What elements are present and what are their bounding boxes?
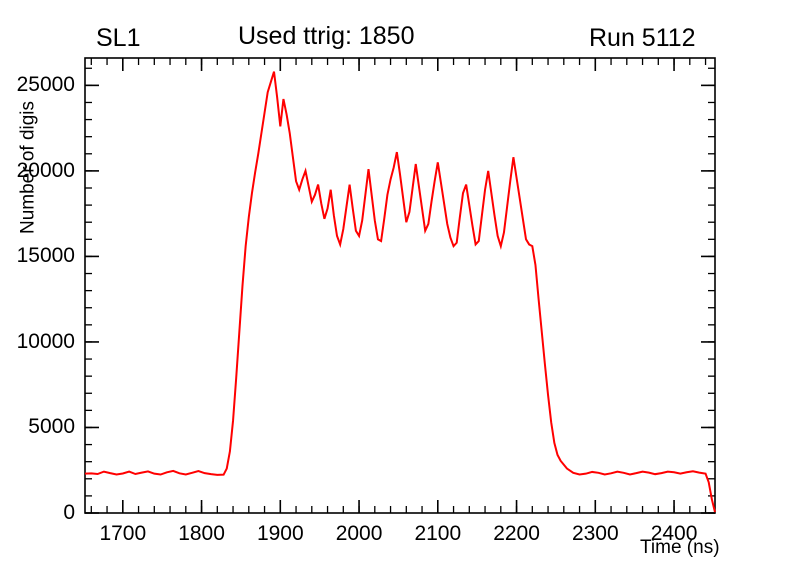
data-series-digis — [84, 71, 716, 513]
x-tick-label: 2200 — [493, 522, 540, 545]
panel-label-sl: SL1 — [96, 24, 141, 52]
y-tick-label: 0 — [63, 501, 75, 524]
axis-ticks — [85, 58, 715, 514]
y-tick-label: 20000 — [16, 158, 75, 182]
y-tick-label: 5000 — [28, 415, 75, 439]
x-tick-label: 2000 — [335, 522, 383, 545]
chart-title: Used ttrig: 1850 — [238, 22, 415, 50]
x-tick-label: 1700 — [99, 522, 147, 545]
y-tick-label: 15000 — [16, 244, 75, 268]
y-tick-label: 25000 — [16, 73, 75, 97]
x-tick-label: 1900 — [256, 522, 304, 545]
x-axis-title: Time (ns) — [640, 537, 720, 558]
run-label: Run 5112 — [589, 24, 696, 52]
x-tick-label: 2100 — [414, 522, 462, 545]
y-tick-label: 10000 — [16, 329, 75, 353]
x-tick-label: 2400 — [650, 522, 698, 545]
x-tick-label: 1800 — [178, 522, 225, 545]
x-tick-label: 2300 — [571, 522, 619, 545]
axis-frame — [84, 57, 716, 514]
